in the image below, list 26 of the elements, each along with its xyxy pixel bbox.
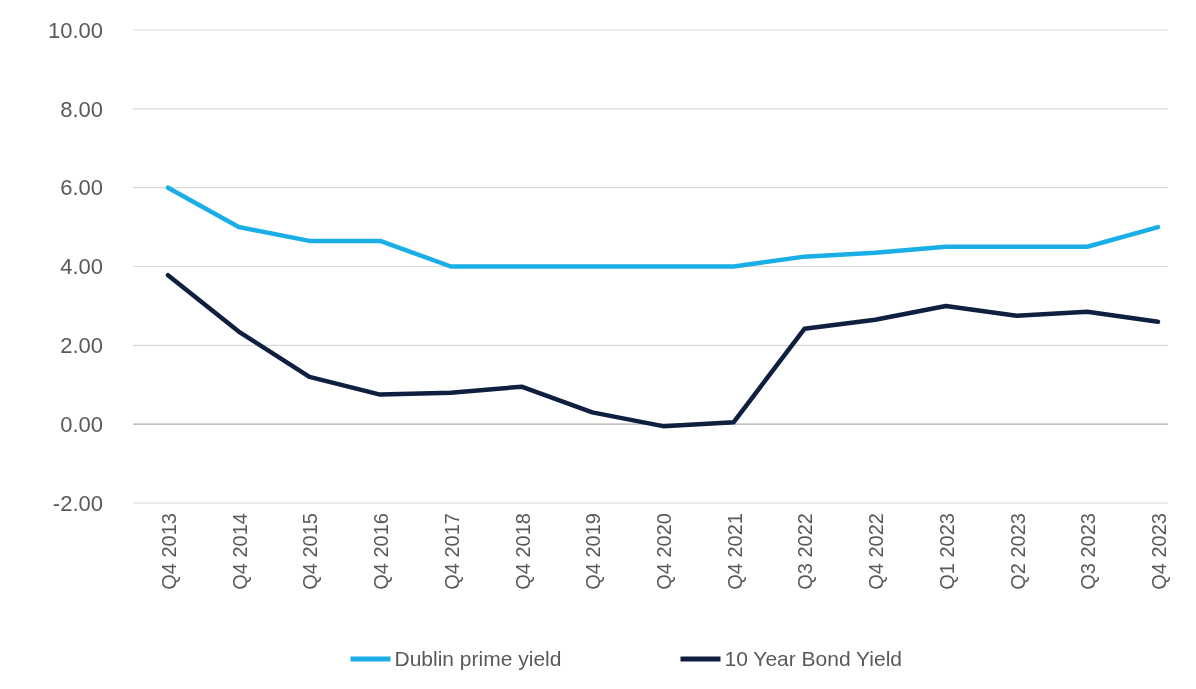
y-tick-label: 6.00 [60,175,103,201]
y-tick-label: 2.00 [60,333,103,359]
line-series [165,272,1161,429]
legend-label: Dublin prime yield [394,647,562,670]
x-tick-label: Q3 2023 [1077,513,1100,590]
x-tick-label: Q4 2023 [1148,513,1170,590]
x-tick-label: Q4 2019 [582,513,605,590]
x-tick-label: Q4 2022 [865,513,888,590]
x-tick-label: Q1 2023 [935,513,958,590]
y-tick-label: 8.00 [60,96,103,122]
x-tick-label: Q4 2014 [228,513,251,590]
line-series [165,185,1161,269]
x-tick-label: Q4 2015 [299,513,322,590]
y-tick-label: 0.00 [60,411,103,437]
x-tick-label: Q4 2013 [158,513,180,590]
y-tick-label: 4.00 [60,254,103,280]
x-tick-label: Q4 2020 [653,513,675,590]
x-tick-label: Q4 2018 [511,513,534,590]
x-tick-label: Q3 2022 [794,513,817,590]
legend-label: 10 Year Bond Yield [724,647,902,670]
x-tick-label: Q4 2021 [723,513,746,590]
x-tick-label: Q4 2016 [370,513,393,590]
y-tick-label: 10.00 [47,17,103,43]
x-tick-label: Q4 2017 [440,513,463,590]
y-tick-label: -2.00 [52,490,103,516]
x-tick-label: Q2 2023 [1006,513,1029,590]
